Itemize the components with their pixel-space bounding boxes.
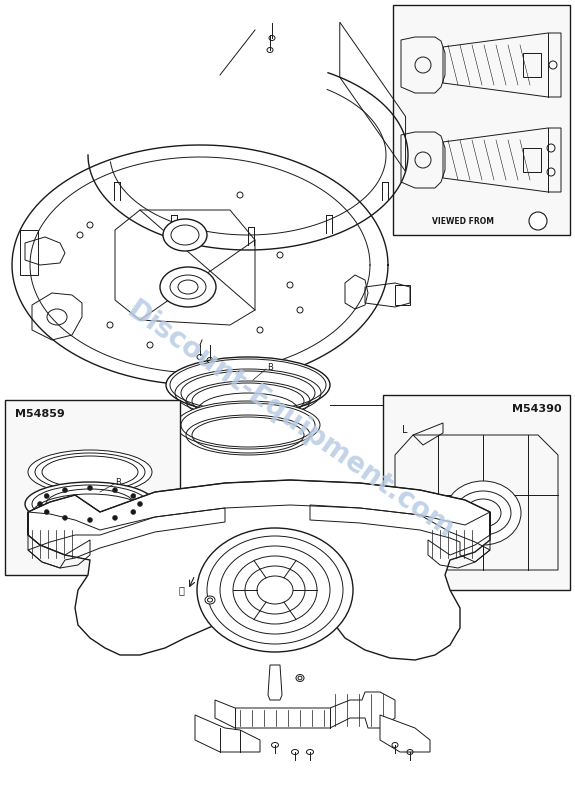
Circle shape bbox=[529, 212, 547, 230]
Bar bbox=[523, 148, 541, 172]
Polygon shape bbox=[380, 715, 430, 752]
Circle shape bbox=[131, 493, 136, 498]
Circle shape bbox=[137, 501, 143, 507]
Ellipse shape bbox=[205, 596, 215, 604]
Bar bbox=[383, 395, 570, 590]
Text: A: A bbox=[535, 216, 541, 226]
Ellipse shape bbox=[163, 219, 207, 251]
Polygon shape bbox=[28, 480, 490, 660]
Bar bbox=[395, 285, 410, 305]
Circle shape bbox=[113, 516, 117, 520]
Text: VIEWED FROM: VIEWED FROM bbox=[432, 216, 494, 226]
Ellipse shape bbox=[160, 267, 216, 307]
Circle shape bbox=[37, 501, 43, 507]
Circle shape bbox=[87, 485, 93, 490]
Polygon shape bbox=[195, 715, 260, 752]
Ellipse shape bbox=[197, 528, 353, 652]
Text: L: L bbox=[402, 425, 408, 435]
Circle shape bbox=[63, 516, 67, 520]
Ellipse shape bbox=[25, 482, 155, 526]
Circle shape bbox=[87, 517, 93, 523]
Bar bbox=[5, 400, 180, 575]
Circle shape bbox=[131, 509, 136, 515]
Ellipse shape bbox=[176, 401, 320, 449]
Ellipse shape bbox=[296, 675, 304, 681]
Text: B: B bbox=[115, 478, 121, 486]
Circle shape bbox=[113, 488, 117, 493]
Polygon shape bbox=[215, 692, 395, 728]
Text: B: B bbox=[267, 363, 273, 371]
Circle shape bbox=[44, 509, 49, 515]
Ellipse shape bbox=[166, 357, 330, 413]
Text: Discount-Equipment.com: Discount-Equipment.com bbox=[121, 296, 459, 544]
Text: M54390: M54390 bbox=[512, 404, 562, 414]
Text: Ⓐ: Ⓐ bbox=[178, 585, 184, 595]
Ellipse shape bbox=[445, 481, 521, 545]
Ellipse shape bbox=[28, 450, 152, 494]
Bar bbox=[20, 230, 38, 275]
Bar bbox=[393, 5, 570, 235]
Polygon shape bbox=[268, 665, 282, 700]
Circle shape bbox=[63, 488, 67, 493]
Circle shape bbox=[44, 493, 49, 498]
Bar bbox=[523, 53, 541, 77]
Text: M54859: M54859 bbox=[15, 409, 65, 419]
